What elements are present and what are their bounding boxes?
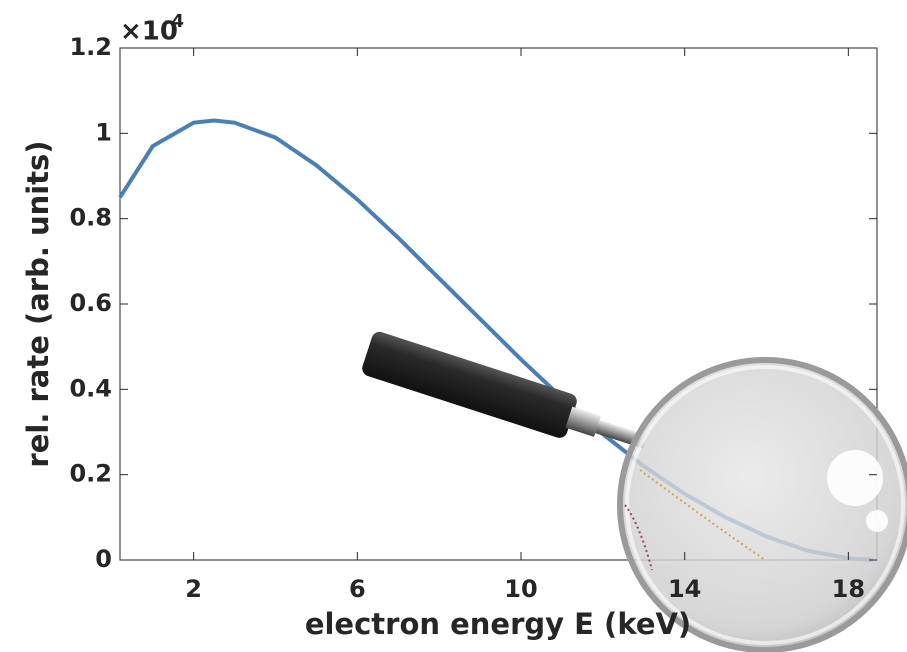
magnifier bbox=[360, 330, 907, 650]
y-axis-label: rel. rate (arb. units) bbox=[21, 140, 55, 467]
x-tick-label: 14 bbox=[668, 575, 701, 603]
x-tick-label: 6 bbox=[349, 575, 366, 603]
x-tick-label: 10 bbox=[504, 575, 537, 603]
y-tick-label: 1 bbox=[95, 118, 112, 146]
y-scale-exponent: -4 bbox=[164, 11, 184, 32]
y-tick-label: 0.4 bbox=[69, 374, 112, 402]
x-axis-label: electron energy E (keV) bbox=[305, 607, 691, 641]
y-tick-label: 0.2 bbox=[69, 460, 112, 488]
chart: ×10 -4 electron energy E (keV) rel. rate… bbox=[0, 0, 907, 652]
x-tick-label: 2 bbox=[185, 575, 202, 603]
x-tick-label: 18 bbox=[832, 575, 865, 603]
y-tick-label: 0.8 bbox=[69, 204, 112, 232]
y-tick-label: 0 bbox=[95, 545, 112, 573]
y-tick-label: 0.6 bbox=[69, 289, 112, 317]
y-tick-label: 1.2 bbox=[69, 33, 112, 61]
